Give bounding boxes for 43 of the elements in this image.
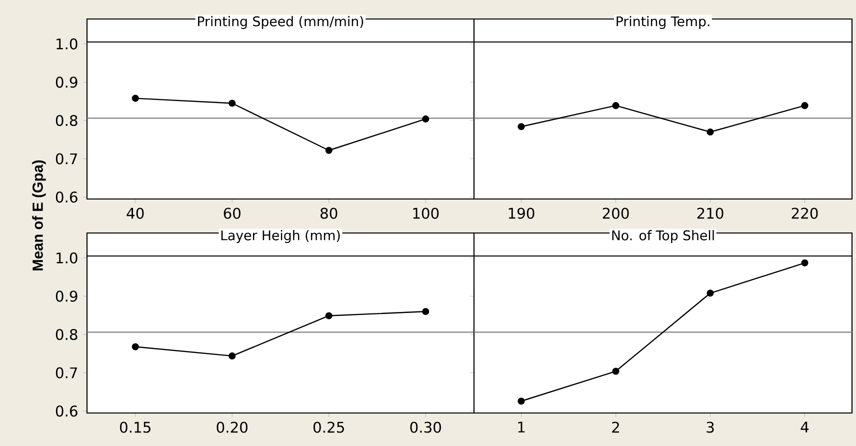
chart-title: Printing Speed (mm/min) [198,16,364,29]
point [422,115,430,123]
point [518,398,525,405]
x-tick-label: 40 [126,208,144,219]
point [706,290,714,297]
y-tick-label: 0.6 [56,192,78,203]
x-tick-label: 100 [413,208,439,219]
y-tick-label: 0.8 [56,328,78,340]
y-axis-title: Mean of E (Gpa) [32,160,46,270]
y-tick-label: 0.7 [56,153,78,164]
chart-title: No. of Top Shell [612,230,714,243]
y-tick-label: 0.8 [56,114,78,126]
x-tick-label: 0.20 [216,422,248,433]
x-tick-label: 220 [792,208,818,219]
x-tick-label: 80 [320,208,338,219]
x-tick-label: 4 [800,422,809,432]
y-tick-label: 0.7 [56,367,78,378]
y-tick-label: 0.6 [56,406,78,417]
x-tick-label: 0.25 [314,422,344,433]
chart-title: Layer Heigh (mm) [221,230,340,243]
point [422,308,430,316]
point [132,94,139,102]
x-tick-label: 0.30 [410,422,441,433]
y-tick-label: 1.0 [56,38,78,50]
x-tick-label: 1 [518,422,525,432]
point [612,368,620,375]
x-tick-label: 0.15 [120,422,150,433]
point [228,100,236,107]
x-tick-label: 200 [602,208,629,219]
y-tick-label: 0.9 [56,76,78,88]
x-tick-label: 210 [697,208,724,219]
point [801,259,808,266]
chart-title: Printing Temp. [616,16,710,29]
x-tick-label: 190 [508,208,534,219]
x-tick-label: 2 [612,422,619,433]
point [132,343,139,350]
point [228,352,236,360]
point [325,146,332,154]
y-tick-label: 0.9 [56,290,78,302]
y-tick-label: 1.0 [56,252,78,264]
x-tick-label: 3 [706,422,714,433]
x-tick-label: 60 [224,208,240,219]
point [325,312,332,320]
